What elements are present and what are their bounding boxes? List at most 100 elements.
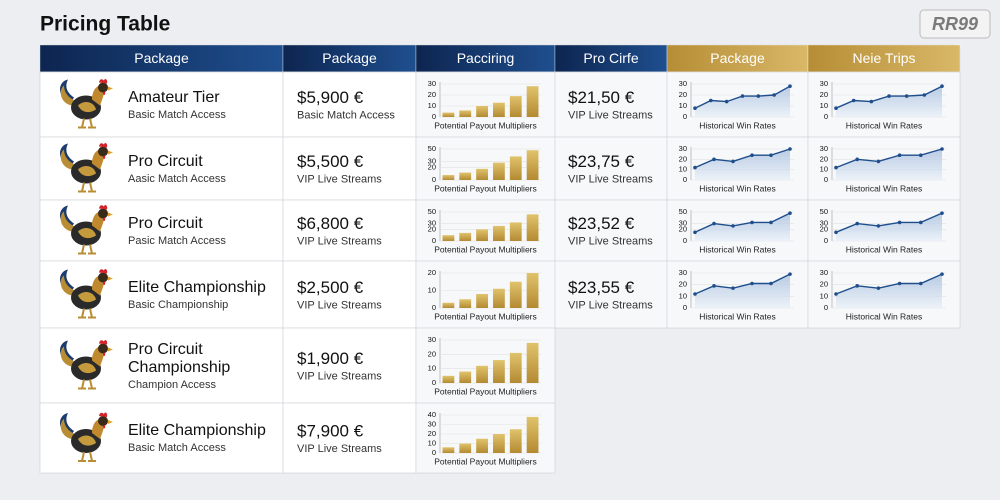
chart-caption: Historical Win Rates [846, 311, 923, 321]
header-label: Package [134, 50, 189, 66]
tick-label: 0 [432, 236, 436, 245]
rooster-wattle [103, 425, 106, 429]
tick-label: 30 [428, 419, 436, 428]
tick-label: 0 [824, 236, 828, 245]
tick-label: 20 [679, 280, 687, 289]
rooster-legs [78, 182, 96, 193]
line [694, 148, 791, 169]
price-sub: VIP Live Streams [297, 173, 382, 185]
line-area [836, 149, 942, 180]
tick-label: 0 [432, 112, 436, 121]
rooster-wattle [103, 281, 106, 286]
line-point [712, 221, 716, 226]
tick-label: 30 [679, 268, 687, 277]
rooster-legs [78, 379, 96, 390]
tick-label: 50 [820, 207, 828, 216]
line-point [788, 272, 792, 276]
header-label: Pacciring [457, 50, 515, 66]
rooster-head [98, 146, 108, 157]
line-point [922, 93, 927, 97]
tick-label: 50 [428, 144, 436, 153]
header-cell [282, 44, 417, 73]
line-point [876, 159, 881, 164]
name-wrap: Amateur Tier Basic Match Access [128, 72, 280, 137]
rooster-tail [60, 275, 78, 296]
tick-label: 0 [683, 112, 687, 121]
page-title: Pricing Table [40, 13, 170, 36]
line-point [724, 99, 729, 104]
bar [526, 214, 539, 241]
rooster-wing [78, 363, 96, 374]
line-point [693, 230, 697, 235]
rooster-icon [60, 412, 113, 462]
tick-label: 20 [820, 224, 828, 233]
line-point [788, 147, 792, 151]
tick-label: 20 [428, 224, 436, 233]
line-area [695, 213, 790, 241]
line-point [869, 99, 874, 104]
package-name: Pro Circuit [128, 152, 203, 170]
tick-label: 0 [824, 175, 828, 184]
rooster-head [98, 272, 108, 283]
price: $5,900 € [297, 88, 364, 107]
tick-label: 20 [428, 349, 436, 358]
line-point [940, 147, 944, 151]
line-point [834, 165, 838, 170]
line-point [693, 165, 697, 170]
tick-label: 30 [428, 79, 436, 88]
tick-label: 20 [428, 429, 436, 438]
rooster-head [98, 343, 108, 354]
tick-label: 0 [824, 112, 828, 121]
price: $23,55 € [568, 278, 635, 297]
package-name: Pro Circuit [128, 214, 203, 232]
bar [459, 172, 472, 180]
price-sub: VIP Live Streams [568, 109, 653, 121]
header-label: Package [710, 50, 765, 66]
package-name: Pro Circuit Championship [128, 340, 231, 376]
rooster-wattle [103, 155, 106, 160]
bar [442, 112, 455, 117]
bar [459, 232, 472, 241]
header-cell [666, 44, 809, 73]
header-label: Package [322, 50, 377, 66]
bar [459, 299, 472, 308]
chart-caption: Potential Payout Multipliers [434, 386, 537, 396]
bar [476, 365, 488, 383]
bar [476, 168, 488, 180]
line-point [693, 292, 697, 296]
tick-label: 10 [679, 291, 687, 300]
tick-label: 20 [428, 163, 436, 172]
price-sub: VIP Live Streams [297, 235, 382, 247]
bar [493, 360, 505, 383]
line-point [876, 286, 881, 290]
price: $2,500 € [297, 278, 364, 297]
bar [459, 443, 472, 453]
tick-label: 20 [679, 224, 687, 233]
name-block: Elite Championship Basic Match Access [128, 422, 266, 454]
chart-caption: Potential Payout Multipliers [434, 311, 537, 321]
rooster-wattle [103, 217, 106, 222]
rooster-wing [78, 166, 96, 177]
tick-label: 50 [679, 207, 687, 216]
line-point [788, 84, 792, 88]
price: $23,52 € [568, 214, 635, 233]
tick-label: 10 [820, 165, 828, 174]
line-point [750, 281, 754, 286]
rooster-comb [99, 269, 108, 274]
tick-label: 20 [820, 154, 828, 163]
rooster-icon [60, 269, 113, 319]
tick-label: 0 [432, 303, 436, 312]
line-point [709, 98, 713, 103]
line-point [834, 230, 838, 235]
package-sub: Pasic Match Access [128, 234, 226, 247]
bar [509, 429, 522, 453]
name-wrap: Pro Circuit Aasic Match Access [128, 137, 280, 200]
tick-label: 20 [679, 154, 687, 163]
tick-label: 30 [428, 335, 436, 344]
line-area [836, 274, 942, 308]
name-wrap: Pro Circuit Pasic Match Access [128, 200, 280, 261]
line-point [756, 94, 761, 98]
bar [526, 150, 539, 180]
bar [526, 273, 539, 308]
rooster-wing [78, 228, 96, 239]
